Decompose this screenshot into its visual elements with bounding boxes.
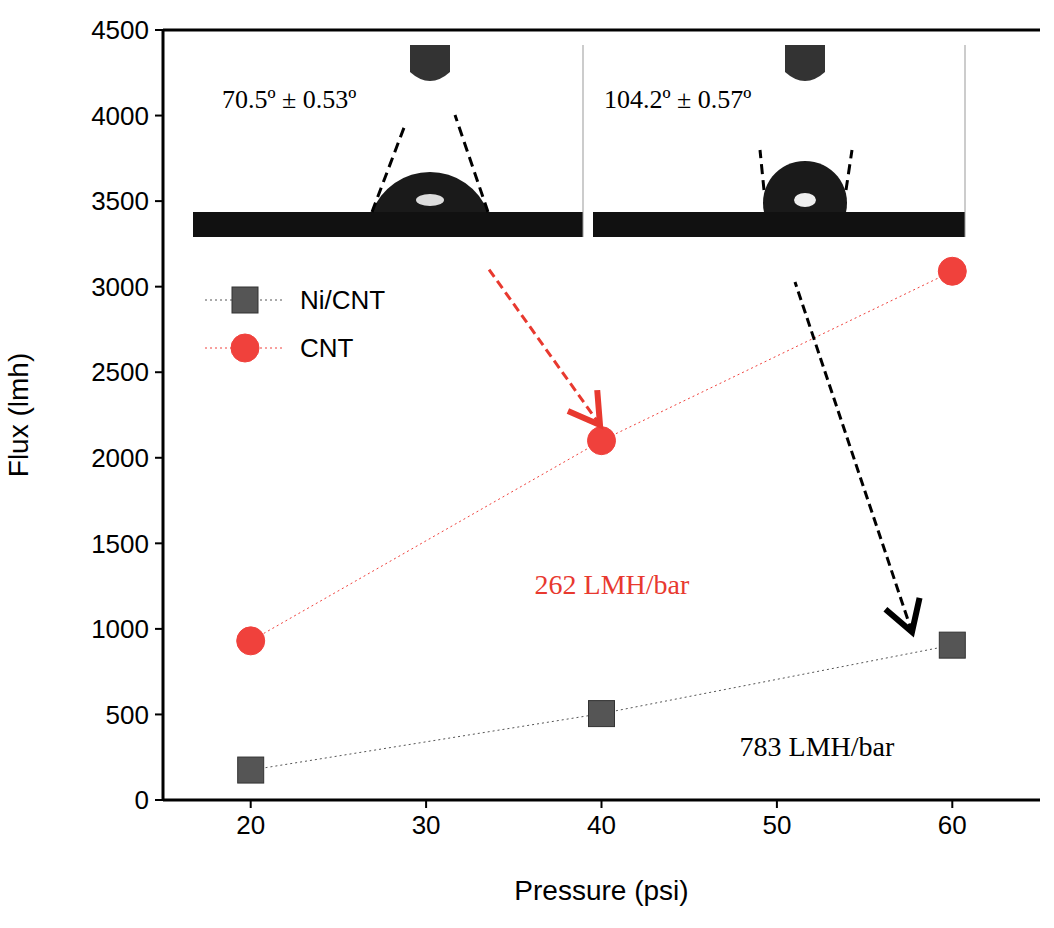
svg-text:Pressure (psi): Pressure (psi) xyxy=(514,875,688,906)
svg-text:1000: 1000 xyxy=(91,614,149,644)
svg-text:1500: 1500 xyxy=(91,529,149,559)
svg-text:0: 0 xyxy=(135,785,149,815)
svg-text:783 LMH/bar: 783 LMH/bar xyxy=(740,731,895,762)
svg-text:3000: 3000 xyxy=(91,272,149,302)
svg-text:Flux (lmh): Flux (lmh) xyxy=(3,353,34,477)
svg-text:50: 50 xyxy=(762,810,791,840)
svg-text:4000: 4000 xyxy=(91,101,149,131)
svg-text:4500: 4500 xyxy=(91,15,149,45)
svg-text:2000: 2000 xyxy=(91,443,149,473)
svg-text:Ni/CNT: Ni/CNT xyxy=(300,285,385,315)
svg-text:30: 30 xyxy=(412,810,441,840)
svg-text:CNT: CNT xyxy=(300,333,354,363)
svg-text:2500: 2500 xyxy=(91,357,149,387)
svg-text:60: 60 xyxy=(938,810,967,840)
svg-text:40: 40 xyxy=(587,810,616,840)
svg-text:262 LMH/bar: 262 LMH/bar xyxy=(535,569,690,600)
svg-text:3500: 3500 xyxy=(91,186,149,216)
svg-text:70.5º ± 0.53º: 70.5º ± 0.53º xyxy=(222,85,356,114)
svg-text:104.2º ± 0.57º: 104.2º ± 0.57º xyxy=(604,85,751,114)
svg-text:500: 500 xyxy=(106,700,149,730)
svg-text:20: 20 xyxy=(236,810,265,840)
